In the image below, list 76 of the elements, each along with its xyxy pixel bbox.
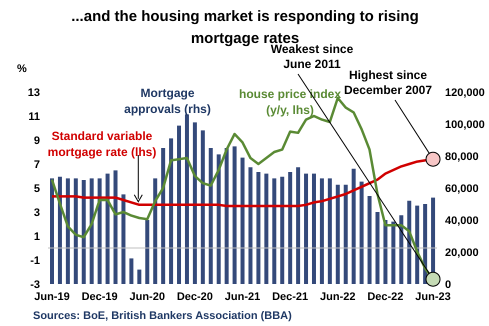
bar [272, 178, 276, 284]
x-tick-label: Jun-19 [34, 290, 70, 303]
bar [256, 172, 260, 284]
x-tick-label: Jun-23 [415, 290, 451, 303]
bar [248, 167, 252, 284]
x-tick-label: Dec-19 [82, 290, 118, 303]
bar [121, 194, 126, 284]
y-tick-label: 1 [34, 230, 40, 243]
bar [74, 178, 78, 284]
bar [137, 270, 142, 284]
bar [66, 178, 70, 284]
y-tick-label: 9 [34, 134, 40, 147]
bar [352, 168, 356, 284]
bar [264, 174, 268, 284]
bar [344, 184, 348, 284]
bar [82, 180, 86, 284]
bar [192, 122, 197, 284]
bar [224, 148, 229, 284]
bar [208, 148, 213, 284]
bar [391, 222, 396, 284]
x-tick-label: Jun-22 [320, 290, 356, 303]
bar [336, 184, 340, 284]
bar [360, 182, 364, 284]
bar [129, 258, 134, 284]
bar [296, 167, 300, 284]
bar [50, 178, 54, 284]
y2-tick-label: 20,000 [445, 246, 479, 259]
bar [200, 130, 205, 284]
bar [383, 220, 388, 284]
bar [304, 174, 308, 284]
y2-tick-label: 120,000 [445, 86, 485, 99]
y-tick-label: -1 [30, 254, 40, 267]
y2-tick-label: 60,000 [445, 182, 479, 195]
text: Standard variable mortgage rate (lhs) [46, 128, 158, 160]
bar [280, 176, 284, 284]
bar [145, 220, 150, 284]
y-axis-title: % [17, 63, 27, 75]
x-tick-label: Dec-22 [367, 290, 404, 303]
y-tick-label: 11 [28, 110, 40, 123]
x-tick-label: Dec-20 [176, 290, 213, 303]
bar [288, 172, 292, 284]
bar [232, 146, 237, 284]
y-tick-label: 7 [34, 158, 40, 171]
source-note: Sources: BoE, British Bankers Association (BBA) [33, 310, 292, 322]
series-label: house price index (y/y, lhs) [238, 86, 342, 118]
bar [153, 178, 158, 284]
bar [216, 154, 221, 284]
bar [328, 178, 332, 284]
x-tick-label: Dec-21 [272, 290, 308, 303]
bar [106, 174, 110, 284]
series-label: Mortgage approvals (rhs) [123, 85, 212, 117]
bar [312, 174, 316, 284]
y-tick-label: 3 [34, 206, 40, 219]
bar [177, 126, 182, 284]
bar [161, 148, 166, 284]
bar [169, 138, 174, 284]
bar [240, 158, 245, 284]
bar [114, 170, 118, 284]
y2-tick-label: 40,000 [445, 214, 479, 227]
annotation: Highest since December 2007 [344, 68, 432, 97]
y-tick-label: 13 [28, 86, 40, 99]
y2-tick-label: 80,000 [445, 150, 479, 163]
bar [375, 212, 380, 284]
bar [320, 178, 324, 284]
x-tick-label: Jun-21 [224, 290, 260, 303]
x-tick-label: Jun-20 [130, 290, 165, 303]
y-tick-label: 5 [34, 182, 40, 195]
annotation: Weakest since June 2011 [270, 42, 354, 71]
bar [184, 114, 189, 284]
bar [98, 178, 102, 284]
y2-tick-label: 0 [445, 278, 452, 291]
bar [399, 215, 404, 284]
y-tick-label: -3 [30, 278, 40, 291]
bar [368, 196, 372, 284]
y2-tick-label: 100,000 [445, 118, 485, 131]
bar [423, 204, 428, 284]
